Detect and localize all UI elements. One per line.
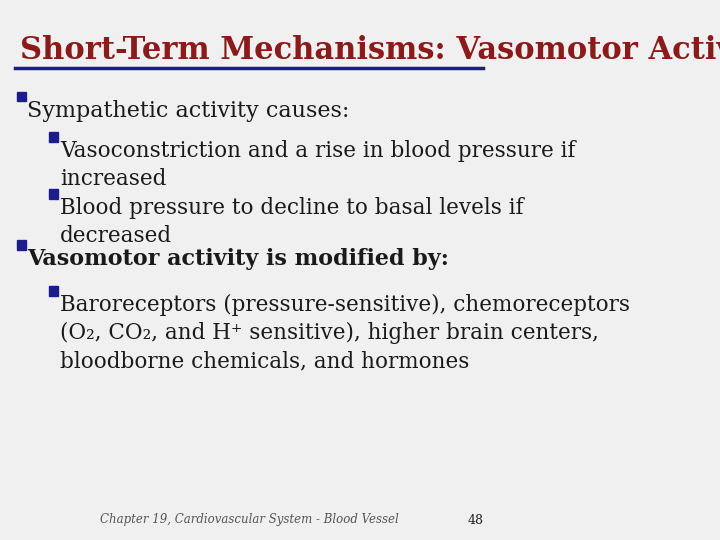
Text: Short-Term Mechanisms: Vasomotor Activity: Short-Term Mechanisms: Vasomotor Activit… [20, 35, 720, 66]
Polygon shape [49, 286, 58, 296]
Text: Vasomotor activity is modified by:: Vasomotor activity is modified by: [27, 248, 449, 271]
Text: Vasoconstriction and a rise in blood pressure if
increased: Vasoconstriction and a rise in blood pre… [60, 140, 575, 190]
Text: Baroreceptors (pressure-sensitive), chemoreceptors
(O₂, CO₂, and H⁺ sensitive), : Baroreceptors (pressure-sensitive), chem… [60, 294, 630, 373]
Text: 48: 48 [467, 514, 483, 526]
Polygon shape [17, 240, 27, 250]
Polygon shape [49, 189, 58, 199]
Polygon shape [17, 92, 27, 102]
Text: Chapter 19, Cardiovascular System - Blood Vessel: Chapter 19, Cardiovascular System - Bloo… [99, 514, 398, 526]
Text: Sympathetic activity causes:: Sympathetic activity causes: [27, 100, 350, 122]
Text: Blood pressure to decline to basal levels if
decreased: Blood pressure to decline to basal level… [60, 197, 523, 247]
Polygon shape [49, 132, 58, 142]
